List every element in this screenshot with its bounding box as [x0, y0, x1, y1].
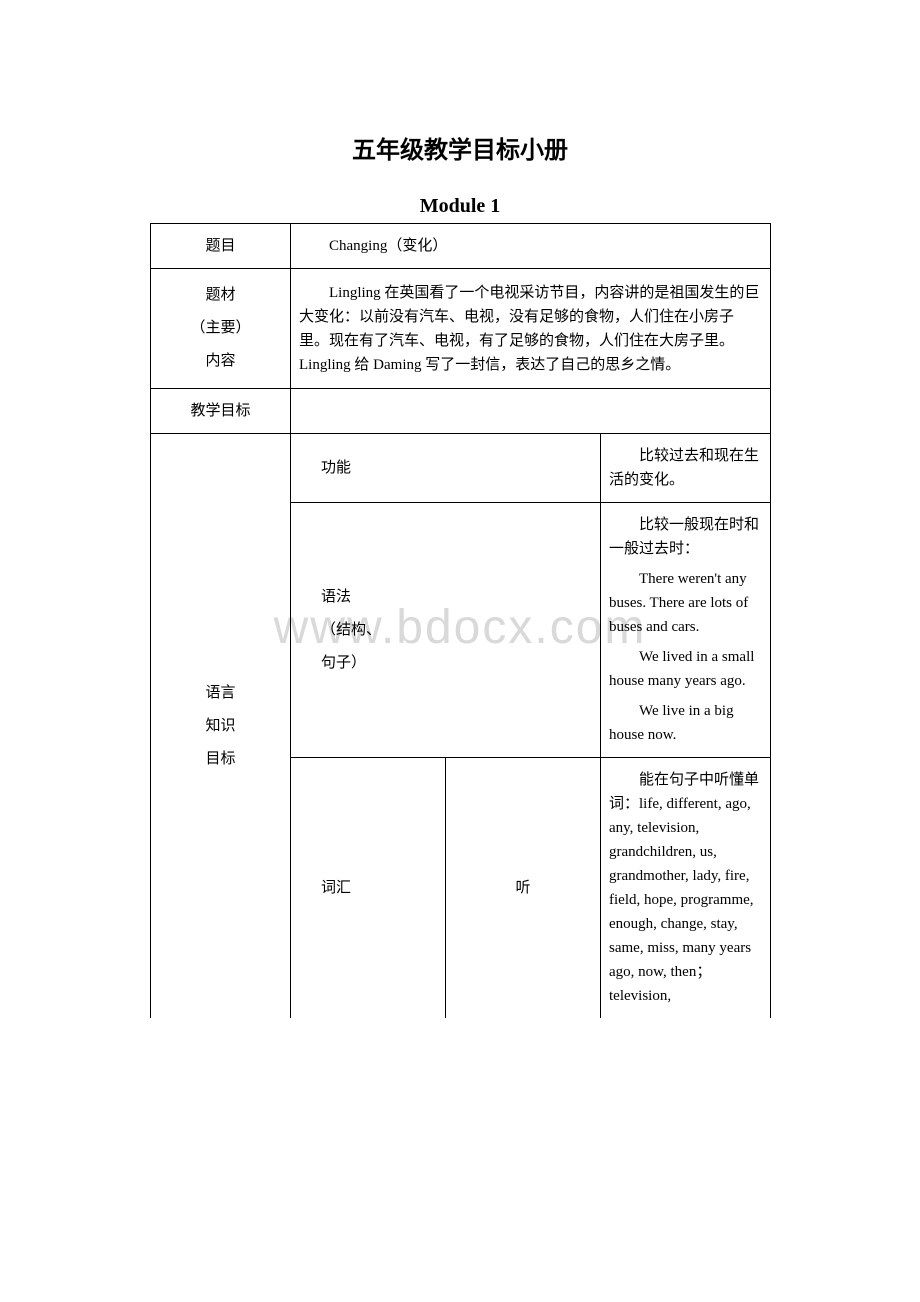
subject-label: 题材 （主要） 内容 — [151, 269, 291, 389]
subject-label-2: （主要） — [159, 312, 282, 345]
goals-header-empty — [291, 389, 771, 434]
function-desc-text: 比较过去和现在生活的变化。 — [609, 444, 762, 492]
function-desc: 比较过去和现在生活的变化。 — [601, 434, 771, 503]
table-row: 教学目标 — [151, 389, 771, 434]
table-row: 语言 知识 目标 功能 比较过去和现在生活的变化。 — [151, 434, 771, 503]
grammar-label: 语法 （结构、 句子） — [291, 503, 601, 758]
topic-text: Changing（变化） — [299, 234, 762, 258]
grammar-label-2: （结构、 — [321, 614, 592, 647]
main-table-wrap: 题目 Changing（变化） 题材 （主要） 内容 Lingling 在英国看… — [150, 223, 770, 1018]
grammar-desc-2: There weren't any buses. There are lots … — [609, 567, 762, 639]
main-table: 题目 Changing（变化） 题材 （主要） 内容 Lingling 在英国看… — [150, 223, 771, 1018]
listen-label: 听 — [446, 758, 601, 1019]
subject-value: Lingling 在英国看了一个电视采访节目，内容讲的是祖国发生的巨大变化：以前… — [291, 269, 771, 389]
content-layer: 五年级教学目标小册 Module 1 题目 Changing（变化） 题材 （主… — [0, 0, 920, 1018]
table-row: 题目 Changing（变化） — [151, 224, 771, 269]
function-label: 功能 — [291, 434, 601, 503]
topic-value: Changing（变化） — [291, 224, 771, 269]
topic-label: 题目 — [151, 224, 291, 269]
grammar-desc-4: We live in a big house now. — [609, 699, 762, 747]
lang-goals-1: 语言 — [159, 677, 282, 710]
subject-text: Lingling 在英国看了一个电视采访节目，内容讲的是祖国发生的巨大变化：以前… — [299, 281, 762, 377]
lang-goals-label: 语言 知识 目标 — [151, 434, 291, 1019]
page-title: 五年级教学目标小册 — [0, 0, 920, 195]
subject-label-3: 内容 — [159, 345, 282, 378]
grammar-desc-3: We lived in a small house many years ago… — [609, 645, 762, 693]
listen-desc-text: 能在句子中听懂单词：life, different, ago, any, tel… — [609, 768, 762, 1008]
goals-header: 教学目标 — [151, 389, 291, 434]
grammar-label-1: 语法 — [321, 581, 592, 614]
listen-desc: 能在句子中听懂单词：life, different, ago, any, tel… — [601, 758, 771, 1019]
lang-goals-3: 目标 — [159, 743, 282, 776]
grammar-label-3: 句子） — [321, 647, 592, 680]
grammar-desc: 比较一般现在时和一般过去时： There weren't any buses. … — [601, 503, 771, 758]
table-row: 题材 （主要） 内容 Lingling 在英国看了一个电视采访节目，内容讲的是祖… — [151, 269, 771, 389]
vocab-label: 词汇 — [291, 758, 446, 1019]
subject-label-1: 题材 — [159, 279, 282, 312]
grammar-desc-1: 比较一般现在时和一般过去时： — [609, 513, 762, 561]
lang-goals-2: 知识 — [159, 710, 282, 743]
module-title: Module 1 — [0, 195, 920, 223]
